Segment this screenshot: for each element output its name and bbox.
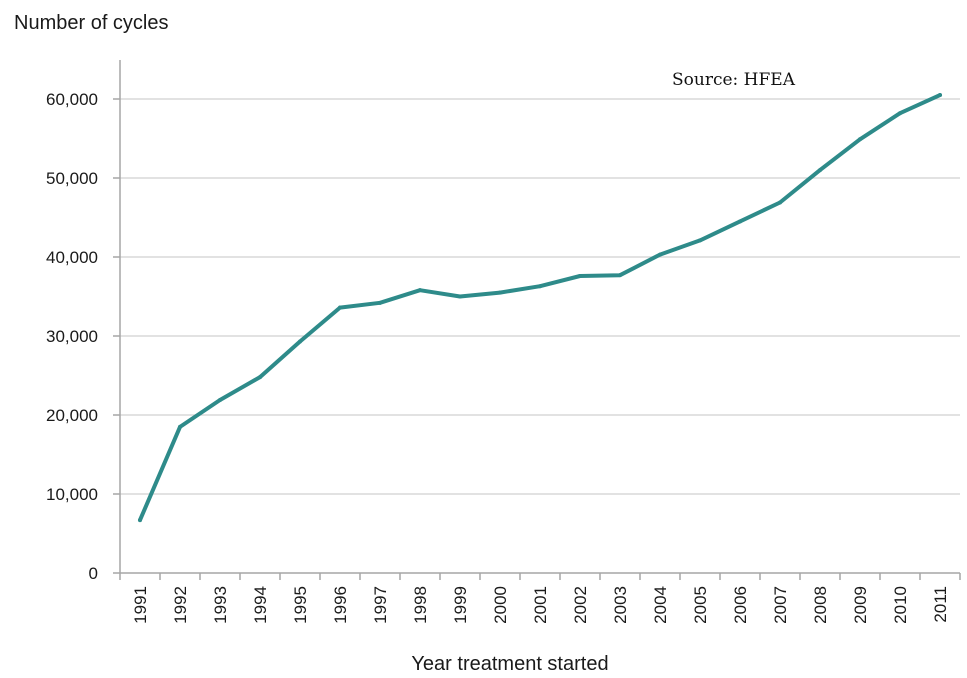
data-point (738, 219, 742, 224)
data-point (538, 284, 542, 289)
data-point (178, 424, 182, 429)
x-tick-label: 2004 (651, 586, 670, 624)
x-tick-label: 2003 (611, 586, 630, 624)
y-tick-label: 0 (89, 564, 98, 583)
x-tick-labels: 1991 1992 1993 1994 1995 1996 1997 1998 1999 2000… (131, 586, 950, 624)
data-point (898, 111, 902, 116)
data-point (618, 273, 622, 278)
y-tick-label: 60,000 (46, 90, 98, 109)
source-annotation: Source: HFEA (672, 70, 796, 90)
series-layer (138, 93, 942, 523)
series-line (138, 93, 942, 523)
y-tick-labels: 0 10,000 20,000 30,000 40,000 50,000 60,000 (46, 90, 98, 583)
x-tick-label: 1992 (171, 586, 190, 624)
x-tick-label: 2011 (931, 586, 950, 623)
data-point (298, 339, 302, 344)
y-tick-label: 20,000 (46, 406, 98, 425)
x-tick-label: 2006 (731, 586, 750, 624)
data-point (578, 273, 582, 278)
x-tick-label: 1996 (331, 586, 350, 624)
y-axis-title: Number of cycles (14, 12, 169, 34)
x-tick-label: 1994 (251, 586, 270, 624)
data-point (698, 238, 702, 243)
x-tick-label: 1993 (211, 586, 230, 624)
data-point (938, 93, 942, 98)
data-point (418, 288, 422, 293)
data-point (378, 300, 382, 305)
data-point (258, 375, 262, 380)
x-tick-label: 2010 (891, 586, 910, 624)
gridlines (120, 98, 960, 495)
data-point (858, 137, 862, 142)
y-tick-label: 10,000 (46, 485, 98, 504)
data-point (458, 294, 462, 299)
x-tick-label: 2009 (851, 586, 870, 624)
y-tick-label: 30,000 (46, 327, 98, 346)
data-point (818, 168, 822, 173)
y-tick-label: 50,000 (46, 169, 98, 188)
data-point (498, 290, 502, 295)
data-point (778, 200, 782, 205)
x-tick-label: 2007 (771, 586, 790, 624)
axes (113, 60, 961, 580)
y-tick-label: 40,000 (46, 248, 98, 267)
x-tick-label: 1997 (371, 586, 390, 624)
x-tick-label: 1995 (291, 586, 310, 624)
x-tick-label: 1991 (131, 586, 150, 624)
data-point (218, 397, 222, 402)
x-axis-title: Year treatment started (411, 653, 608, 675)
x-tick-label: 1999 (451, 586, 470, 624)
x-tick-label: 1998 (411, 586, 430, 624)
x-tick-label: 2002 (571, 586, 590, 624)
data-point (658, 252, 662, 257)
data-point (138, 518, 142, 523)
x-tick-label: 2005 (691, 586, 710, 624)
x-tick-label: 2000 (491, 586, 510, 624)
x-tick-label: 2001 (531, 586, 550, 624)
data-point (338, 305, 342, 310)
x-tick-label: 2008 (811, 586, 830, 624)
